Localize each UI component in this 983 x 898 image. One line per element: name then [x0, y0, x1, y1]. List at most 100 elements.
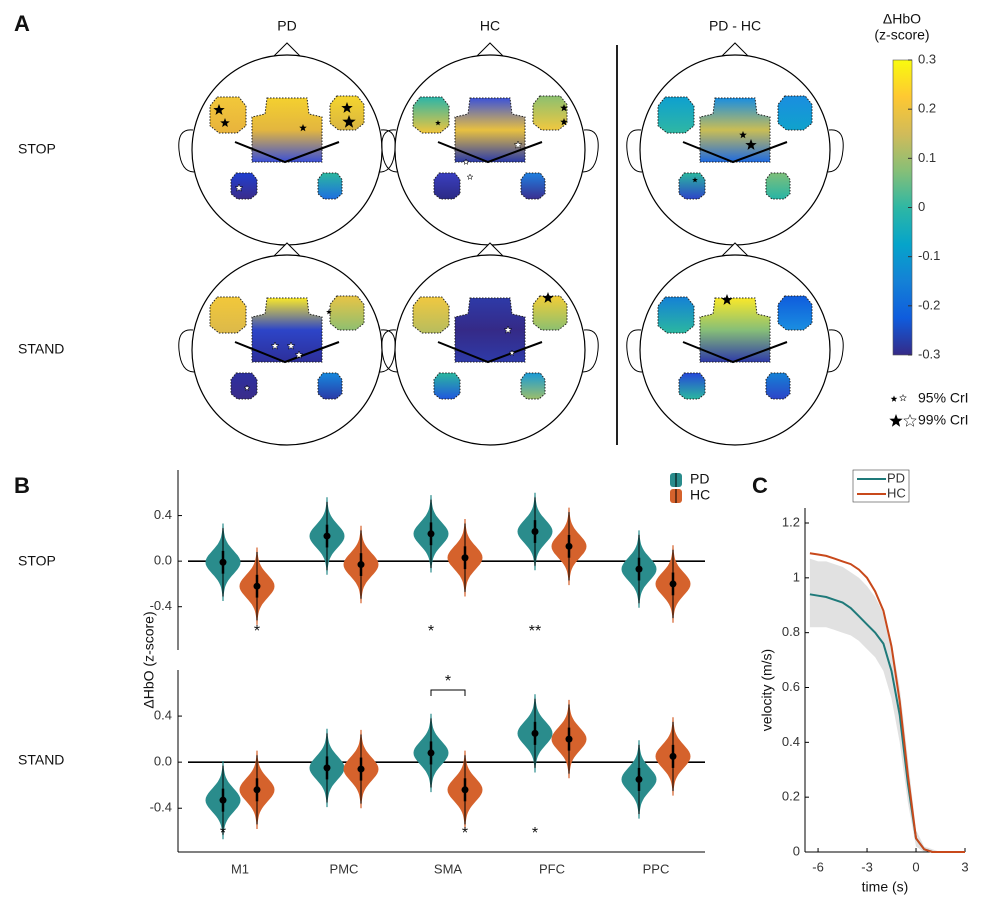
column-label: HC: [480, 18, 500, 34]
legend-label: PD: [887, 470, 905, 485]
row-label: STAND: [18, 341, 64, 357]
region-back-right: [521, 173, 545, 199]
y-tick-label: 0.8: [782, 624, 800, 639]
y-axis-label: ΔHbO (z-score): [141, 611, 157, 708]
colorbar-tick-label: 0.3: [918, 51, 936, 66]
region-back-left: [231, 173, 257, 199]
colorbar-tick-label: 0.2: [918, 101, 936, 116]
star: [900, 395, 907, 401]
region-right: [778, 296, 812, 330]
region-back-right: [766, 373, 790, 399]
x-axis-label: time (s): [862, 879, 909, 895]
violin-mean: [254, 583, 261, 590]
row-label: STOP: [18, 553, 56, 569]
y-tick-label: 0.6: [782, 679, 800, 694]
violin-mean: [358, 561, 365, 568]
column-label: PD: [277, 18, 296, 34]
panel-label: C: [752, 473, 768, 498]
violin-mean: [358, 766, 365, 773]
figure: APDHCPD - HCSTOPSTANDΔHbO(z-score)0.30.2…: [0, 0, 983, 898]
region-left: [210, 297, 246, 333]
violin-mean: [220, 559, 227, 566]
y-tick-label: 0.0: [154, 553, 172, 568]
violin-mean: [566, 543, 573, 550]
violin-mean: [462, 554, 469, 561]
y-tick-label: 1: [793, 569, 800, 584]
region-back-right: [318, 373, 342, 399]
y-tick-label: 1.2: [782, 514, 800, 529]
region-left: [210, 97, 246, 133]
region-left: [658, 297, 694, 333]
violin-mean: [670, 753, 677, 760]
y-axis-label: velocity (m/s): [759, 649, 775, 731]
y-tick-label: 0.4: [154, 708, 172, 723]
violin-mean: [532, 730, 539, 737]
violin-mean: [254, 786, 261, 793]
x-tick-label: PMC: [330, 861, 359, 876]
legend-label: PD: [690, 471, 709, 487]
region-back-left: [679, 373, 705, 399]
region-back-left: [434, 373, 460, 399]
star: [889, 414, 902, 427]
row-label: STOP: [18, 141, 56, 157]
panel-label: B: [14, 473, 30, 498]
region-back-right: [766, 173, 790, 199]
significance-mark: *: [532, 825, 538, 842]
violin-mean: [428, 749, 435, 756]
legend-label: 95% CrI: [918, 390, 969, 406]
region-back-left: [434, 173, 460, 199]
significance-mark: *: [462, 825, 468, 842]
y-tick-label: 0: [793, 843, 800, 858]
y-tick-label: 0.0: [154, 754, 172, 769]
significance-mark: *: [445, 673, 451, 690]
colorbar-tick-label: -0.3: [918, 346, 940, 361]
x-tick-label: SMA: [434, 861, 463, 876]
colorbar-title: ΔHbO: [883, 11, 921, 27]
x-tick-label: -3: [861, 859, 873, 874]
colorbar-tick-label: 0: [918, 199, 925, 214]
column-label: PD - HC: [709, 18, 761, 34]
region-back-right: [521, 373, 545, 399]
colorbar-tick-label: -0.1: [918, 248, 940, 263]
significance-mark: *: [254, 623, 260, 640]
panel-label: A: [14, 11, 30, 36]
head-nose: [722, 43, 748, 56]
region-back-left: [679, 173, 705, 199]
violin-mean: [636, 566, 643, 573]
violin-mean: [324, 764, 331, 771]
significance-bracket: [431, 690, 465, 696]
x-tick-label: 3: [961, 859, 968, 874]
star: [904, 415, 916, 427]
legend-label: HC: [887, 485, 906, 500]
y-tick-label: 0.2: [782, 789, 800, 804]
row-label: STAND: [18, 752, 64, 768]
violin-mean: [566, 736, 573, 743]
x-tick-label: PPC: [643, 861, 670, 876]
significance-mark: *: [220, 825, 226, 842]
y-tick-label: -0.4: [150, 598, 172, 613]
colorbar-title: (z-score): [874, 27, 929, 43]
violin-mean: [324, 533, 331, 540]
region-back-right: [318, 173, 342, 199]
colorbar-tick-label: -0.2: [918, 297, 940, 312]
violin-mean: [636, 776, 643, 783]
violin-mean: [532, 528, 539, 535]
region-right: [778, 96, 812, 130]
legend-label: HC: [690, 487, 710, 503]
confidence-band: [810, 559, 965, 852]
head-nose: [274, 43, 300, 56]
region-left: [413, 297, 449, 333]
x-tick-label: PFC: [539, 861, 565, 876]
violin-mean: [428, 530, 435, 537]
colorbar-tick-label: 0.1: [918, 150, 936, 165]
region-back-left: [231, 373, 257, 399]
significance-mark: **: [529, 623, 541, 640]
x-tick-label: -6: [812, 859, 824, 874]
head-nose: [477, 43, 503, 56]
y-tick-label: -0.4: [150, 800, 172, 815]
legend-label: 99% CrI: [918, 412, 969, 428]
y-tick-label: 0.4: [782, 734, 800, 749]
region-left: [413, 97, 449, 133]
y-tick-label: 0.4: [154, 507, 172, 522]
violin-mean: [220, 797, 227, 804]
